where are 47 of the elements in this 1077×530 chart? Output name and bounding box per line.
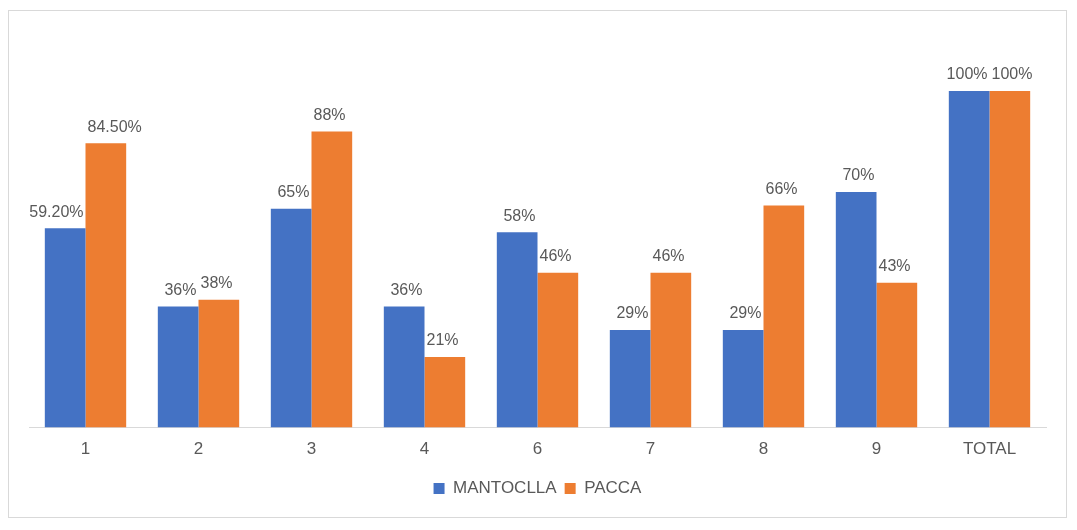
bar [383,306,425,428]
x-tick-label: TOTAL [962,439,1017,459]
data-label: 43% [878,257,911,275]
data-label: 29% [729,304,762,322]
x-tick-label: 8 [758,439,769,459]
bar [948,91,990,428]
x-tick-label: 9 [871,439,882,459]
data-label: 100% [991,65,1033,83]
legend-label: MANTOCLLA [453,478,558,498]
x-tick-label: 1 [80,439,91,459]
data-label: 58% [503,206,536,224]
data-label: 29% [616,304,649,322]
bar [44,228,86,428]
x-tick-label: 6 [532,439,543,459]
data-label: 21% [426,331,459,349]
data-label: 84.50% [87,117,142,135]
x-tick-label: 7 [645,439,656,459]
x-tick-label: 3 [306,439,317,459]
data-label: 46% [539,247,572,265]
bar [311,131,353,428]
bar [989,91,1031,428]
bar [650,272,692,428]
data-label: 59.20% [29,202,84,220]
data-label: 36% [390,280,423,298]
bar [424,356,466,428]
data-label: 88% [313,105,346,123]
data-label: 36% [164,280,197,298]
bar [537,272,579,428]
legend-label: PACCA [584,478,643,498]
data-label: 66% [765,179,798,197]
data-label: 70% [842,166,875,184]
bar [270,208,312,428]
data-label: 38% [200,274,233,292]
bar [835,191,877,428]
x-tick-label: 4 [419,439,430,459]
bar [609,329,651,428]
data-label: 65% [277,183,310,201]
bar [763,205,805,428]
data-label: 100% [946,65,988,83]
bar [157,306,199,428]
bar [722,329,764,428]
data-label: 46% [652,247,685,265]
bar [85,143,127,428]
x-tick-label: 2 [193,439,204,459]
bar [198,299,240,428]
bar [496,232,538,428]
bar [876,282,918,428]
